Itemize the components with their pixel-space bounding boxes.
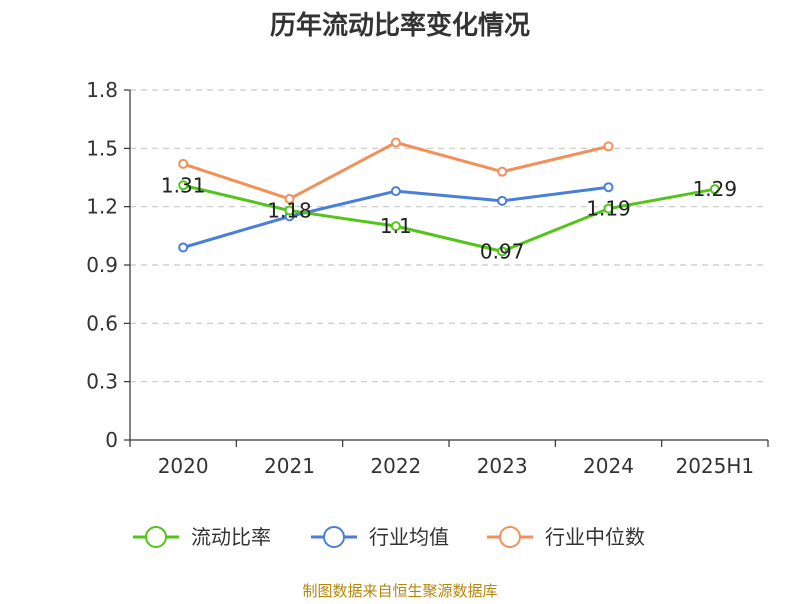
- data-point[interactable]: [390, 186, 401, 197]
- legend-item[interactable]: 行业均值: [311, 525, 449, 549]
- data-point[interactable]: [497, 166, 508, 177]
- x-tick-label: 2023: [477, 454, 528, 478]
- y-tick-label: 1.5: [86, 136, 118, 160]
- data-point[interactable]: [603, 141, 614, 152]
- data-label: 0.97: [480, 239, 525, 263]
- chart-title: 历年流动比率变化情况: [270, 10, 530, 41]
- y-tick-label: 0.6: [86, 311, 118, 335]
- y-tick-label: 0.3: [86, 370, 118, 394]
- data-point[interactable]: [709, 184, 720, 195]
- data-label: 1.29: [693, 177, 738, 201]
- y-tick-label: 1.2: [86, 195, 118, 219]
- legend-circle-icon: [499, 526, 521, 548]
- y-tick-label: 0.9: [86, 253, 118, 277]
- data-point[interactable]: [178, 180, 189, 191]
- data-point[interactable]: [178, 158, 189, 169]
- data-labels: 1.31 1.18 1.1 0.97 1.19 1.29: [161, 173, 737, 263]
- x-tick-label: 2024: [583, 454, 634, 478]
- y-tick-label: 1.8: [86, 78, 118, 102]
- data-point[interactable]: [390, 137, 401, 148]
- data-point[interactable]: [390, 221, 401, 232]
- x-tick-label: 2022: [370, 454, 421, 478]
- x-tick-label: 2025H1: [675, 454, 754, 478]
- series-group: [178, 137, 720, 257]
- data-point[interactable]: [284, 193, 295, 204]
- grid-lines: [130, 89, 768, 383]
- x-tick-label: 2020: [158, 454, 209, 478]
- data-label: 1.19: [586, 197, 631, 221]
- data-point[interactable]: [603, 203, 614, 214]
- legend-item[interactable]: 行业中位数: [487, 525, 645, 549]
- axes: 0 0.3 0.6 0.9 1.2 1.5 1.8 2020 2021 2022 2023 2024 2…: [86, 78, 769, 478]
- legend[interactable]: 流动比率 行业均值 行业中位数: [133, 525, 645, 549]
- data-point[interactable]: [497, 195, 508, 206]
- data-point[interactable]: [497, 246, 508, 257]
- legend-item[interactable]: 流动比率: [133, 525, 271, 549]
- legend-label: 流动比率: [191, 525, 271, 549]
- y-tick-label: 0: [105, 428, 118, 452]
- legend-label: 行业中位数: [545, 525, 645, 549]
- data-label: 1.18: [267, 199, 312, 223]
- source-note: 制图数据来自恒生聚源数据库: [302, 582, 497, 600]
- series-line: [182, 183, 716, 253]
- data-point[interactable]: [284, 205, 295, 216]
- data-label: 1.31: [161, 173, 206, 197]
- data-label: 1.1: [380, 214, 412, 238]
- data-point[interactable]: [603, 182, 614, 193]
- legend-circle-icon: [145, 526, 167, 548]
- x-tick-label: 2021: [264, 454, 315, 478]
- data-point[interactable]: [178, 242, 189, 253]
- legend-circle-icon: [323, 526, 345, 548]
- legend-label: 行业均值: [369, 525, 449, 549]
